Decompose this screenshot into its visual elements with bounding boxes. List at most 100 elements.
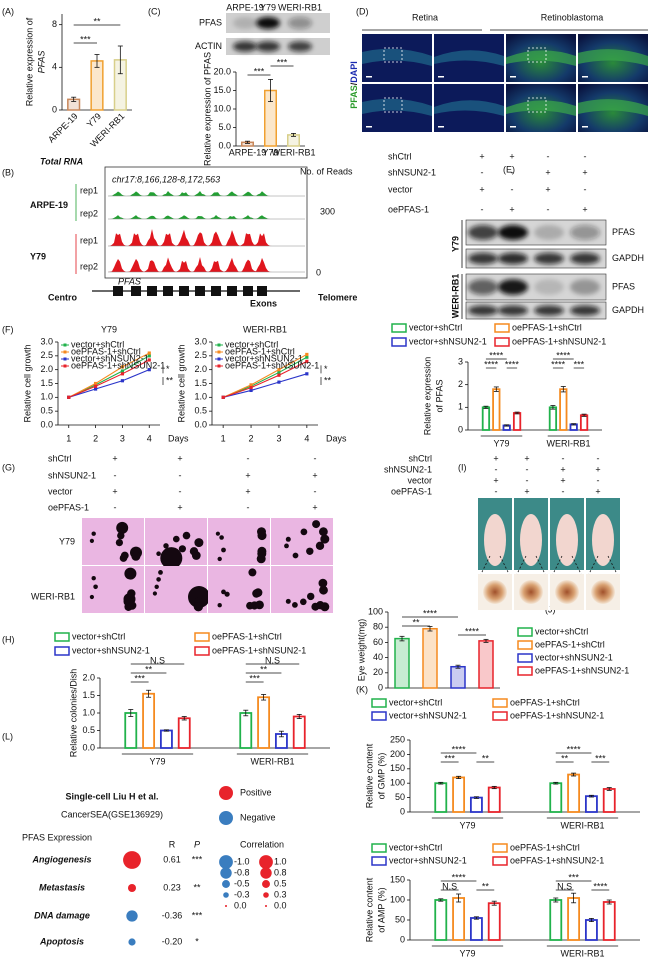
scale-bar: [438, 126, 444, 128]
legend-label: oePFAS-1+shNSUN2-1: [212, 645, 306, 655]
significance-label: ****: [567, 744, 582, 754]
series-marker: [120, 379, 125, 383]
treatment-sign: -: [597, 475, 600, 485]
legend-swatch: [494, 337, 510, 347]
size-legend-label: -0.8: [234, 867, 250, 877]
treatment-sign: -: [584, 151, 587, 161]
significance-label: ***: [249, 673, 260, 683]
significance-label: ****: [593, 881, 608, 891]
exon: [257, 286, 267, 296]
treatment-sign: +: [524, 486, 529, 496]
treatment-name: shNSUN2-1: [384, 464, 432, 474]
colony: [306, 547, 314, 555]
scale-bar: [438, 76, 444, 78]
size-legend-dot: [223, 892, 229, 898]
colony: [224, 591, 230, 597]
y-axis-label: Relative content: [364, 877, 374, 942]
bar: [90, 60, 104, 111]
y-tick-label: 1.0: [194, 392, 207, 402]
y-tick-label: 2.0: [40, 364, 53, 374]
colony: [248, 568, 257, 577]
y-tick-label: 1.0: [40, 392, 53, 402]
x-tick-label: 3: [120, 433, 125, 443]
blot-band: [233, 17, 257, 29]
colony: [93, 584, 98, 590]
scale-bar: [366, 76, 372, 78]
bar: [257, 696, 271, 749]
series-marker: [93, 387, 98, 391]
significance-label: ***: [277, 57, 288, 67]
x-tick-label: ARPE-19: [229, 147, 267, 157]
legend-marker: [63, 343, 67, 347]
series-marker: [67, 395, 71, 399]
x-tick-label: WERI-RB1: [560, 948, 604, 958]
bar: [481, 406, 491, 431]
colony: [91, 531, 96, 536]
bar: [549, 899, 563, 941]
x-tick-label: 2: [93, 433, 98, 443]
treatment-sign: -: [562, 453, 565, 463]
treatment-sign: +: [545, 167, 550, 177]
legend-swatch: [391, 337, 407, 347]
blot-band: [534, 252, 564, 265]
y-tick-label: 2.5: [194, 350, 207, 360]
bar: [478, 640, 494, 689]
blot-band: [534, 225, 564, 240]
treatment-name: shNSUN2-1: [388, 167, 436, 177]
y-tick-label: 100: [368, 606, 383, 616]
significance-label: ****: [551, 359, 566, 369]
treatment-sign: -: [247, 502, 250, 512]
blot-band: [288, 17, 312, 29]
y-tick-label: 0.5: [194, 406, 207, 416]
series-marker: [120, 369, 125, 373]
group-name: Y79: [30, 251, 46, 261]
y-tick-label: 0.0: [40, 419, 53, 429]
series-marker: [277, 370, 281, 375]
bar: [469, 917, 483, 941]
chart-subtitle: CancerSEA(GSE136929): [61, 809, 163, 819]
y-tick-label: 2: [458, 379, 463, 389]
y-axis-label: Eye weight(mg): [356, 619, 366, 682]
size-legend-dot: [259, 855, 273, 869]
legend-label: Positive: [240, 787, 272, 797]
panel-label: (A): [2, 6, 14, 16]
series-line: [222, 360, 308, 398]
column-label: Retina: [412, 12, 438, 22]
scale-bar: [582, 76, 588, 78]
y-tick-label: 0.5: [40, 406, 53, 416]
zoom-line: [499, 555, 510, 575]
colony: [307, 592, 315, 601]
legend-label: oePFAS-1+shNSUN2-1: [510, 855, 604, 865]
chart-title: Single-cell Liu H et al.: [65, 791, 158, 801]
y-tick-label: 1.5: [194, 378, 207, 388]
bar: [434, 899, 448, 941]
significance-label: **: [324, 375, 332, 385]
bar: [549, 782, 563, 813]
legend-label: vector+shNSUN2-1: [72, 645, 150, 655]
y-tick-label: 0.0: [194, 419, 207, 429]
exon: [179, 286, 189, 296]
legend-marker: [217, 350, 221, 354]
treatment-sign: -: [179, 486, 182, 496]
read-track: [108, 191, 305, 196]
y-tick-label: 60: [373, 637, 383, 647]
gene-name: PFAS: [118, 276, 141, 286]
treatment-sign: -: [597, 453, 600, 463]
size-legend-label: -0.3: [234, 889, 250, 899]
colony: [89, 594, 94, 600]
panel-label: (I): [458, 462, 467, 472]
blot-band: [256, 17, 280, 29]
treatment-name: shCtrl: [388, 151, 412, 161]
treatment-sign: -: [495, 486, 498, 496]
zoom-line: [607, 555, 618, 575]
colony: [285, 598, 291, 604]
significance-label: ****: [505, 359, 520, 369]
treatment-sign: -: [314, 453, 317, 463]
significance-label: ***: [134, 673, 145, 683]
significance-label: ****: [484, 359, 499, 369]
series-marker: [147, 368, 151, 372]
series-marker: [120, 365, 125, 369]
bar: [239, 712, 253, 749]
y-tick-label: 3.0: [40, 336, 53, 346]
